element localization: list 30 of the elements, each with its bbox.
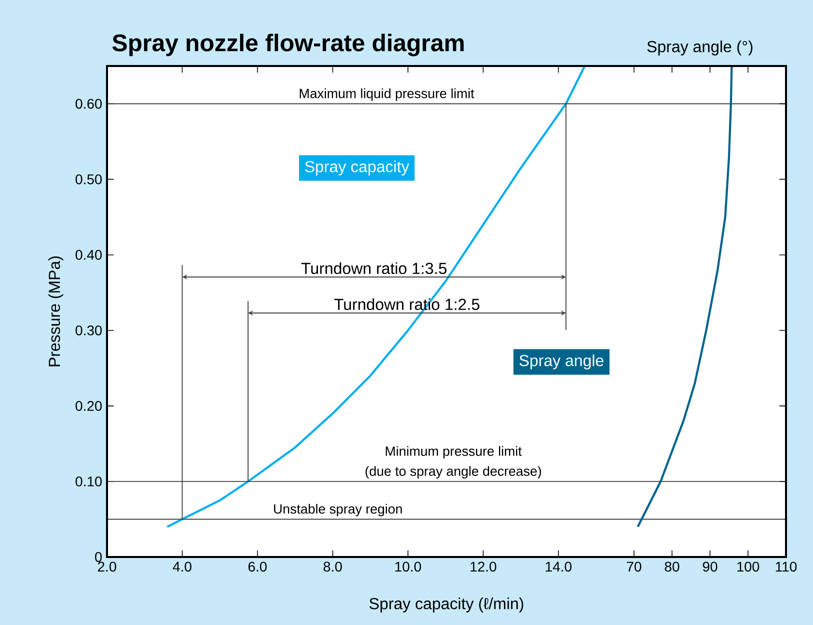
y-tick-label: 0.20 (76, 400, 102, 411)
annotation: (due to spray angle decrease) (366, 466, 542, 479)
y-tick-label: 0.10 (76, 476, 102, 486)
text: Spray capacity (305, 160, 410, 176)
y-tick-label: 0.60 (76, 98, 102, 109)
x-tick-label: 8.0 (324, 562, 342, 572)
x-tick-label: 2.0 (98, 562, 116, 572)
x-tick-label: 12.0 (470, 562, 496, 572)
x2-axis-title: Spray angle (°) (647, 40, 752, 56)
x-tick-label: 14.0 (546, 562, 572, 572)
x2-tick-label: 70 (626, 562, 642, 572)
text: Spray angle (520, 354, 604, 370)
y-tick-label: 0.40 (76, 250, 102, 260)
x-axis-title: Spray capacity (ℓ/min) (370, 598, 524, 612)
ref-line-label: Minimum pressure limit (386, 446, 522, 459)
x2-tick-label: 80 (664, 562, 680, 572)
ref-line-label: Maximum liquid pressure limit (300, 88, 474, 101)
chart-title: Spray nozzle flow-rate diagram (112, 34, 464, 56)
x2-tick-label: 100 (737, 562, 760, 572)
x2-tick-label: 90 (702, 562, 718, 572)
y-tick-label: 0 (95, 552, 102, 562)
y-axis-title: Pressure (MPa) (48, 256, 64, 366)
x2-tick-label: 110 (776, 562, 797, 572)
x-tick-label: 6.0 (248, 562, 267, 572)
x-tick-label: 4.0 (172, 562, 192, 572)
y-tick-label: 0.50 (76, 174, 102, 184)
y-tick-label: 0.30 (76, 325, 102, 336)
x-tick-label: 10.0 (395, 562, 422, 572)
ref-line-label: Unstable spray region (274, 504, 402, 516)
annotation: Turndown ratio 1:3.5 (301, 262, 446, 274)
